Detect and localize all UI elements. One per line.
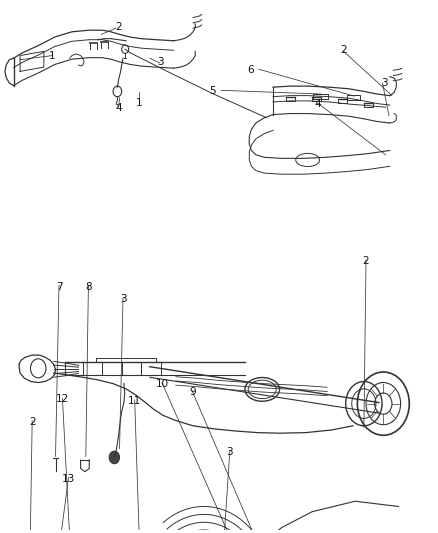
Text: 1: 1 bbox=[49, 51, 56, 61]
Text: 5: 5 bbox=[209, 86, 216, 96]
Circle shape bbox=[109, 451, 120, 464]
Text: 2: 2 bbox=[29, 417, 35, 427]
Text: 9: 9 bbox=[189, 387, 195, 397]
Text: 3: 3 bbox=[381, 78, 388, 88]
Text: 11: 11 bbox=[128, 396, 141, 406]
Text: 2: 2 bbox=[115, 21, 122, 31]
Text: 12: 12 bbox=[56, 394, 69, 405]
Text: 3: 3 bbox=[226, 447, 233, 457]
Text: 8: 8 bbox=[85, 281, 92, 292]
Text: 4: 4 bbox=[314, 99, 321, 109]
Text: 2: 2 bbox=[340, 45, 347, 55]
Text: 1: 1 bbox=[136, 98, 142, 108]
Text: 13: 13 bbox=[62, 473, 75, 483]
Text: 2: 2 bbox=[363, 256, 369, 266]
Text: 3: 3 bbox=[157, 57, 164, 67]
Text: 7: 7 bbox=[56, 281, 62, 292]
Text: 4: 4 bbox=[115, 103, 122, 114]
Text: 10: 10 bbox=[155, 378, 169, 389]
Text: 3: 3 bbox=[120, 294, 126, 304]
Text: 6: 6 bbox=[247, 65, 254, 75]
